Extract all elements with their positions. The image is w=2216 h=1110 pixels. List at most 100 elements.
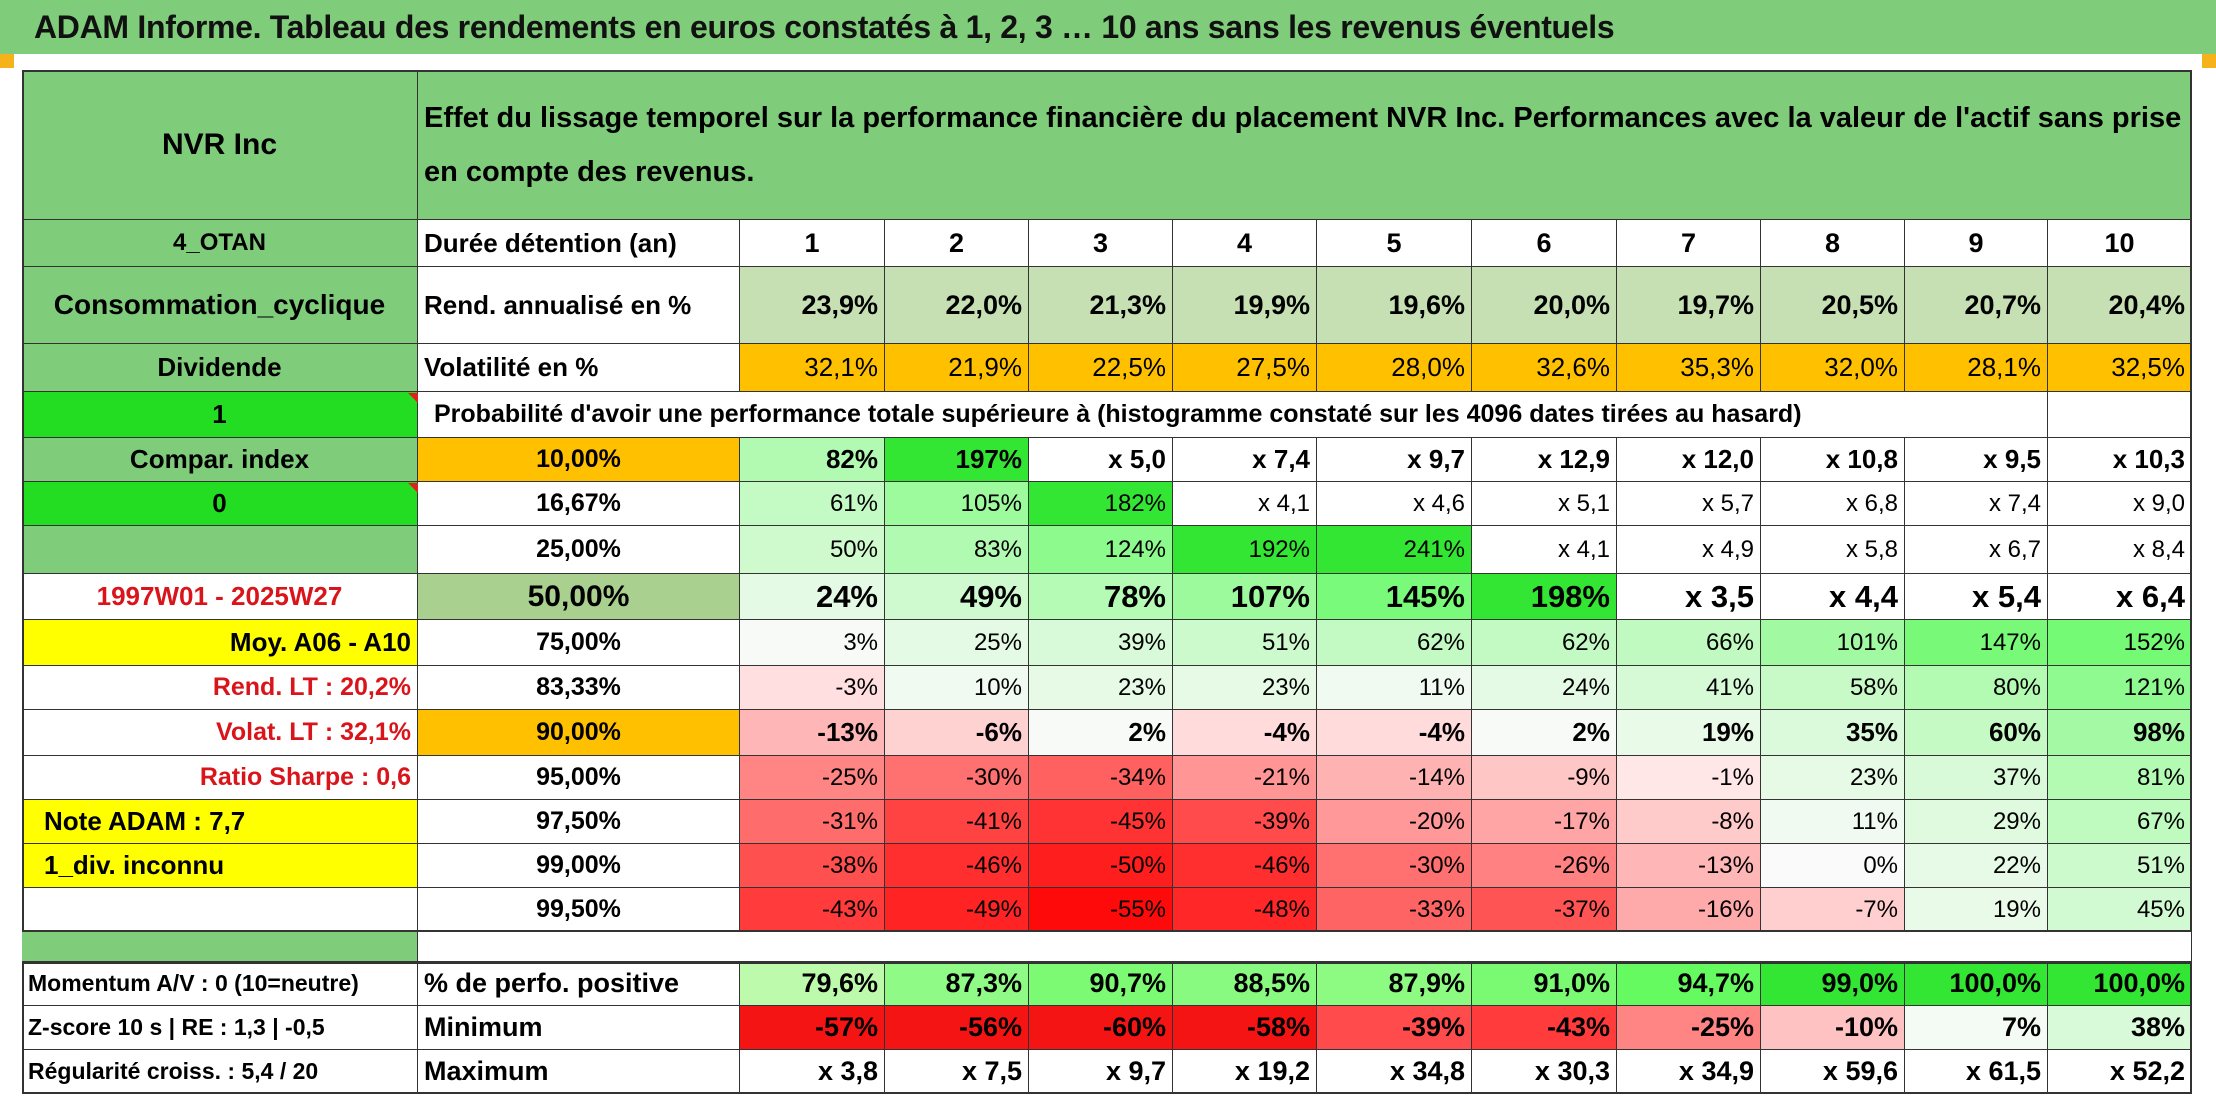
year-header: 5 — [1317, 220, 1472, 267]
maximum-value-cell: x 34,8 — [1317, 1050, 1472, 1094]
percentile-value-cell: -41% — [885, 800, 1029, 844]
long-term-return: Rend. LT : 20,2% — [22, 666, 418, 710]
percentile-value-cell: -14% — [1317, 756, 1472, 800]
percentile-label: 16,67% — [418, 482, 740, 526]
percentile-value-cell: x 5,7 — [1617, 482, 1761, 526]
percentile-value-cell: 10% — [885, 666, 1029, 710]
annual-return-cell: 22,0% — [885, 267, 1029, 344]
percentile-value-cell: x 10,8 — [1761, 438, 1905, 482]
percentile-value-cell: 58% — [1761, 666, 1905, 710]
percentile-value-cell: -45% — [1029, 800, 1173, 844]
percentile-value-cell: 23% — [1173, 666, 1317, 710]
percentile-value-cell: 45% — [2048, 888, 2192, 932]
percentile-value-cell: -43% — [740, 888, 885, 932]
minimum-value-cell: 7% — [1905, 1006, 2048, 1050]
percentile-value-cell: -16% — [1617, 888, 1761, 932]
percentile-value-cell: 41% — [1617, 666, 1761, 710]
maximum-value-cell: x 9,7 — [1029, 1050, 1173, 1094]
dividend-label: Dividende — [22, 344, 418, 392]
percentile-value-cell: -17% — [1472, 800, 1617, 844]
percentile-value-cell: 51% — [2048, 844, 2192, 888]
positive-value-cell: 90,7% — [1029, 962, 1173, 1006]
percentile-value-cell: -8% — [1617, 800, 1761, 844]
minimum-label: Minimum — [418, 1006, 740, 1050]
positive-value-cell: 87,3% — [885, 962, 1029, 1006]
percentile-value-cell: -6% — [885, 710, 1029, 756]
annual-return-cell: 21,3% — [1029, 267, 1173, 344]
positive-value-cell: 99,0% — [1761, 962, 1905, 1006]
annual-return-cell: 19,7% — [1617, 267, 1761, 344]
percentile-value-cell: x 5,8 — [1761, 526, 1905, 574]
percentile-value-cell: -3% — [740, 666, 885, 710]
empty-cell — [22, 888, 418, 932]
title-bar: ADAM Informe. Tableau des rendements en … — [0, 0, 2216, 54]
annual-return-cell: 20,4% — [2048, 267, 2192, 344]
percentile-value-cell: -13% — [1617, 844, 1761, 888]
momentum-label: Momentum A/V : 0 (10=neutre) — [22, 962, 418, 1006]
year-header: 3 — [1029, 220, 1173, 267]
percentile-value-cell: 23% — [1761, 756, 1905, 800]
maximum-value-cell: x 34,9 — [1617, 1050, 1761, 1094]
percentile-value-cell: 107% — [1173, 574, 1317, 620]
percentile-value-cell: -31% — [740, 800, 885, 844]
percentile-value-cell: 145% — [1317, 574, 1472, 620]
report-title: ADAM Informe. Tableau des rendements en … — [34, 9, 1615, 45]
percentile-value-cell: -30% — [885, 756, 1029, 800]
percentile-value-cell: -33% — [1317, 888, 1472, 932]
percentile-value-cell: -38% — [740, 844, 885, 888]
compar-index-label: Compar. index — [22, 438, 418, 482]
comment-marker — [408, 483, 418, 493]
percentile-value-cell: 2% — [1472, 710, 1617, 756]
dividend-info: 1_div. inconnu — [22, 844, 418, 888]
annual-return-cell: 19,9% — [1173, 267, 1317, 344]
percentile-value-cell: -30% — [1317, 844, 1472, 888]
return-label: Rend. annualisé en % — [418, 267, 740, 344]
minimum-value-cell: -56% — [885, 1006, 1029, 1050]
percentile-value-cell: 35% — [1761, 710, 1905, 756]
average-label: Moy. A06 - A10 — [22, 620, 418, 666]
percentile-value-cell: x 5,1 — [1472, 482, 1617, 526]
percentile-value-cell: -25% — [740, 756, 885, 800]
percentile-value-cell: -34% — [1029, 756, 1173, 800]
percentile-value-cell: -46% — [1173, 844, 1317, 888]
country-tag: 4_OTAN — [22, 220, 418, 267]
percentile-label: 25,00% — [418, 526, 740, 574]
percentile-value-cell: x 7,4 — [1905, 482, 2048, 526]
percentile-value-cell: x 6,7 — [1905, 526, 2048, 574]
percentile-value-cell: 25% — [885, 620, 1029, 666]
maximum-value-cell: x 30,3 — [1472, 1050, 1617, 1094]
percentile-value-cell: x 5,4 — [1905, 574, 2048, 620]
percentile-value-cell: x 6,4 — [2048, 574, 2192, 620]
percentile-label: 99,50% — [418, 888, 740, 932]
dividend-value: 1 — [22, 392, 418, 438]
annual-return-cell: 20,5% — [1761, 267, 1905, 344]
spacer-cell — [418, 932, 2192, 962]
percentile-label: 83,33% — [418, 666, 740, 710]
minimum-value-cell: -43% — [1472, 1006, 1617, 1050]
maximum-value-cell: x 7,5 — [885, 1050, 1029, 1094]
volatility-cell: 27,5% — [1173, 344, 1317, 392]
empty-cell — [22, 526, 418, 574]
percentile-value-cell: 82% — [740, 438, 885, 482]
percentile-value-cell: 62% — [1317, 620, 1472, 666]
percentile-value-cell: -26% — [1472, 844, 1617, 888]
percentile-value-cell: 19% — [1617, 710, 1761, 756]
percentile-value-cell: 3% — [740, 620, 885, 666]
percentile-value-cell: x 4,6 — [1317, 482, 1472, 526]
percentile-value-cell: -9% — [1472, 756, 1617, 800]
percentile-value-cell: x 9,0 — [2048, 482, 2192, 526]
year-header: 1 — [740, 220, 885, 267]
positive-value-cell: 100,0% — [2048, 962, 2192, 1006]
percentile-value-cell: x 4,1 — [1472, 526, 1617, 574]
maximum-label: Maximum — [418, 1050, 740, 1094]
percentile-value-cell: 101% — [1761, 620, 1905, 666]
comment-marker — [408, 393, 418, 403]
volatility-cell: 21,9% — [885, 344, 1029, 392]
year-header: 4 — [1173, 220, 1317, 267]
percentile-value-cell: x 9,5 — [1905, 438, 2048, 482]
year-header: 9 — [1905, 220, 2048, 267]
volatility-cell: 35,3% — [1617, 344, 1761, 392]
year-header: 6 — [1472, 220, 1617, 267]
maximum-value-cell: x 3,8 — [740, 1050, 885, 1094]
percentile-value-cell: 0% — [1761, 844, 1905, 888]
